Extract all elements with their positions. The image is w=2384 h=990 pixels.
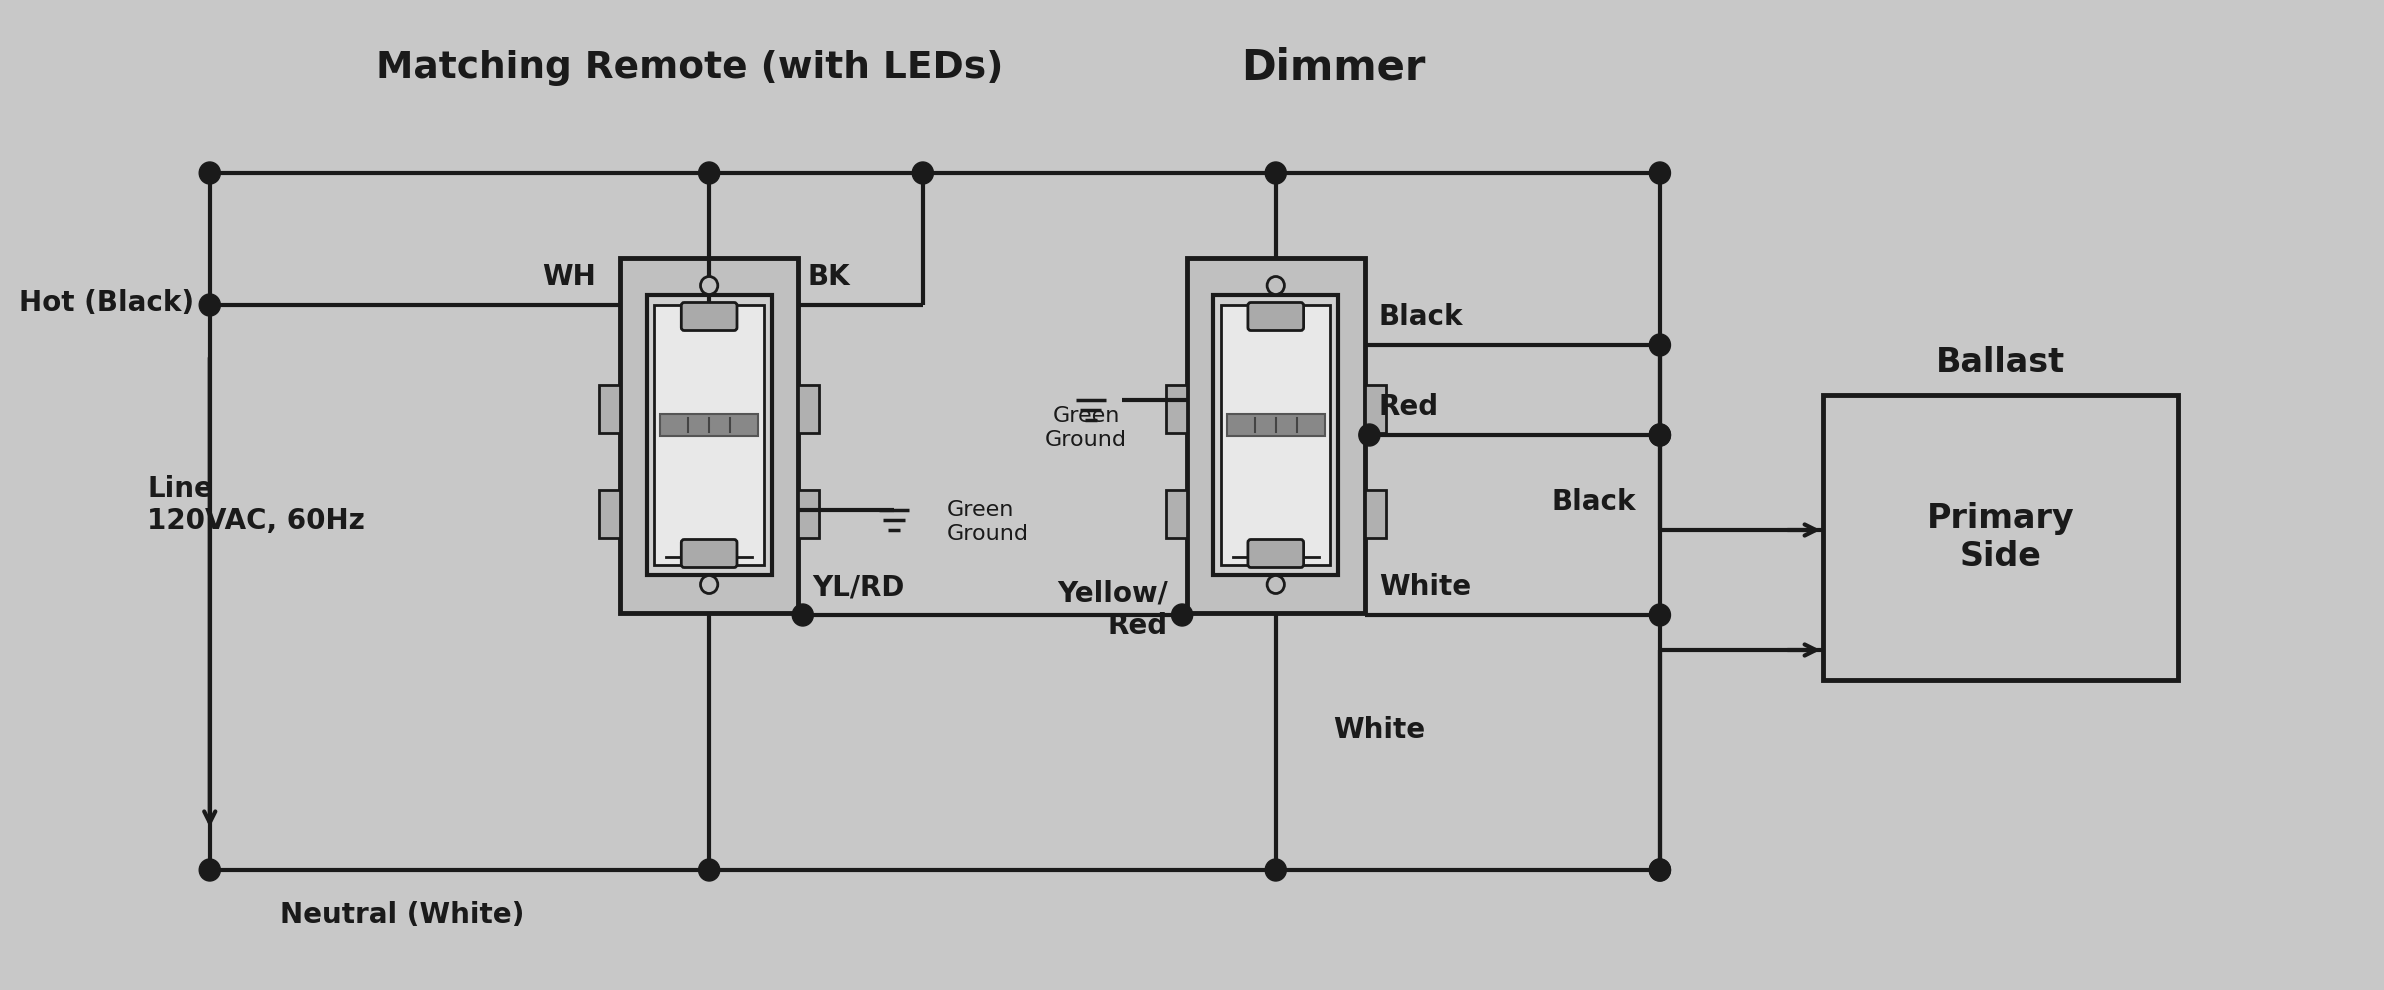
- Bar: [646, 295, 772, 575]
- Bar: [598, 490, 620, 538]
- Circle shape: [1650, 424, 1671, 446]
- Bar: [1166, 490, 1187, 538]
- Circle shape: [1266, 162, 1287, 184]
- Text: Line
120VAC, 60Hz: Line 120VAC, 60Hz: [148, 475, 365, 536]
- Text: Green
Ground: Green Ground: [1044, 407, 1128, 449]
- Circle shape: [1359, 424, 1380, 446]
- Circle shape: [1266, 859, 1287, 881]
- Circle shape: [1650, 859, 1671, 881]
- Circle shape: [791, 604, 813, 626]
- Circle shape: [1650, 162, 1671, 184]
- Bar: [660, 414, 758, 436]
- Bar: [1228, 414, 1326, 436]
- Text: Yellow/
Red: Yellow/ Red: [1056, 580, 1168, 641]
- Circle shape: [701, 575, 718, 593]
- Text: White: White: [1378, 573, 1471, 601]
- Bar: [1221, 305, 1330, 565]
- Text: Neutral (White): Neutral (White): [279, 901, 524, 929]
- Bar: [598, 385, 620, 433]
- Bar: [1166, 385, 1187, 433]
- Bar: [1213, 295, 1337, 575]
- Circle shape: [1650, 334, 1671, 356]
- Circle shape: [699, 162, 720, 184]
- FancyBboxPatch shape: [682, 303, 737, 331]
- Bar: [1364, 490, 1385, 538]
- Text: Matching Remote (with LEDs): Matching Remote (with LEDs): [377, 50, 1004, 86]
- FancyBboxPatch shape: [1247, 540, 1304, 567]
- FancyBboxPatch shape: [682, 540, 737, 567]
- Bar: [799, 490, 820, 538]
- Bar: [656, 305, 763, 565]
- Text: Dimmer: Dimmer: [1242, 47, 1426, 89]
- Circle shape: [699, 859, 720, 881]
- Circle shape: [200, 859, 219, 881]
- Bar: [1364, 385, 1385, 433]
- Circle shape: [1650, 604, 1671, 626]
- Text: Black: Black: [1552, 488, 1635, 516]
- Circle shape: [1650, 859, 1671, 881]
- Text: Primary
Side: Primary Side: [1926, 502, 2074, 573]
- Text: Hot (Black): Hot (Black): [19, 289, 195, 317]
- Text: Green
Ground: Green Ground: [946, 500, 1030, 544]
- Circle shape: [701, 276, 718, 294]
- Text: White: White: [1333, 716, 1426, 744]
- FancyBboxPatch shape: [1247, 303, 1304, 331]
- Circle shape: [200, 294, 219, 316]
- Circle shape: [913, 162, 935, 184]
- Text: Black: Black: [1378, 303, 1464, 331]
- Bar: [1187, 257, 1364, 613]
- Circle shape: [1268, 276, 1285, 294]
- Text: Red: Red: [1378, 393, 1440, 421]
- Bar: [620, 257, 799, 613]
- Text: Ballast: Ballast: [1936, 346, 2065, 379]
- Text: WH: WH: [544, 263, 596, 291]
- Circle shape: [1268, 575, 1285, 593]
- Circle shape: [1650, 424, 1671, 446]
- Text: YL/RD: YL/RD: [813, 573, 906, 601]
- Bar: [799, 385, 820, 433]
- Circle shape: [1171, 604, 1192, 626]
- Circle shape: [200, 162, 219, 184]
- Bar: [1824, 395, 2179, 680]
- Text: BK: BK: [808, 263, 851, 291]
